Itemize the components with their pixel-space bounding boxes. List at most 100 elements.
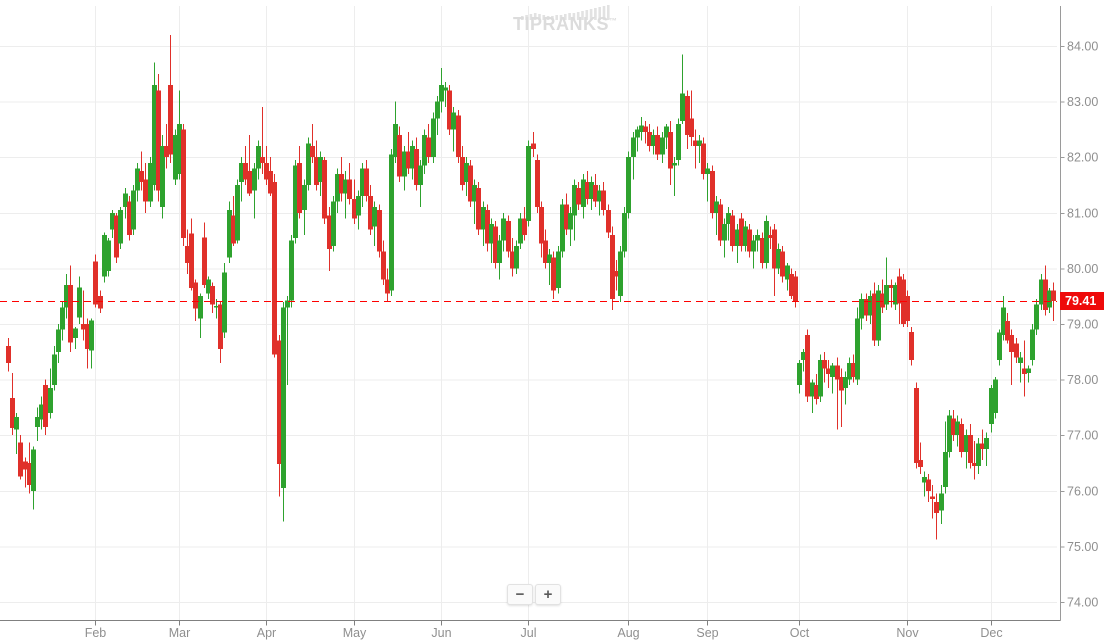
candle[interactable] bbox=[697, 134, 702, 163]
candle[interactable] bbox=[918, 442, 923, 475]
candle[interactable] bbox=[1001, 296, 1006, 341]
candle[interactable] bbox=[522, 207, 527, 241]
candle[interactable] bbox=[556, 246, 561, 294]
candle[interactable] bbox=[243, 146, 248, 185]
candle[interactable] bbox=[239, 157, 244, 202]
candle[interactable] bbox=[635, 126, 640, 152]
candle[interactable] bbox=[210, 282, 215, 313]
candle[interactable] bbox=[297, 146, 302, 219]
candle[interactable] bbox=[797, 360, 802, 394]
candle[interactable] bbox=[231, 196, 236, 247]
zoom-out-button[interactable]: − bbox=[507, 584, 533, 605]
candle[interactable] bbox=[506, 215, 511, 258]
candle[interactable] bbox=[106, 237, 111, 277]
candle[interactable] bbox=[747, 223, 752, 258]
candle[interactable] bbox=[710, 165, 715, 219]
candle[interactable] bbox=[964, 429, 969, 469]
candle[interactable] bbox=[164, 123, 169, 169]
candle[interactable] bbox=[984, 432, 989, 466]
candle[interactable] bbox=[447, 84, 452, 135]
candle[interactable] bbox=[560, 198, 565, 258]
candle[interactable] bbox=[1051, 282, 1056, 322]
candle[interactable] bbox=[372, 201, 377, 247]
candle[interactable] bbox=[968, 424, 973, 469]
candle[interactable] bbox=[260, 107, 265, 174]
candle[interactable] bbox=[839, 368, 844, 427]
candle[interactable] bbox=[905, 290, 910, 327]
candle[interactable] bbox=[826, 360, 831, 388]
candle[interactable] bbox=[705, 162, 710, 202]
candle[interactable] bbox=[285, 296, 290, 386]
candle[interactable] bbox=[655, 126, 660, 160]
candle[interactable] bbox=[322, 157, 327, 224]
candle[interactable] bbox=[785, 262, 790, 291]
candle[interactable] bbox=[289, 235, 294, 308]
candle[interactable] bbox=[585, 171, 590, 205]
candle[interactable] bbox=[497, 235, 502, 280]
candle[interactable] bbox=[914, 382, 919, 469]
candle[interactable] bbox=[93, 254, 98, 308]
candle[interactable] bbox=[202, 222, 207, 288]
candle[interactable] bbox=[314, 140, 319, 191]
candle[interactable] bbox=[52, 346, 57, 391]
candle[interactable] bbox=[810, 379, 815, 413]
candle[interactable] bbox=[368, 185, 373, 236]
candle[interactable] bbox=[402, 146, 407, 191]
candle[interactable] bbox=[222, 262, 227, 338]
candle[interactable] bbox=[306, 137, 311, 191]
candle[interactable] bbox=[335, 168, 340, 213]
candle[interactable] bbox=[510, 237, 515, 277]
candle[interactable] bbox=[256, 140, 261, 180]
candle[interactable] bbox=[743, 221, 748, 252]
candle[interactable] bbox=[880, 279, 885, 313]
candle[interactable] bbox=[131, 185, 136, 236]
candle[interactable] bbox=[897, 268, 902, 324]
candle[interactable] bbox=[426, 123, 431, 163]
candle[interactable] bbox=[934, 493, 939, 540]
candle[interactable] bbox=[997, 329, 1002, 366]
candle[interactable] bbox=[531, 132, 536, 158]
candle[interactable] bbox=[980, 429, 985, 461]
candle[interactable] bbox=[393, 101, 398, 163]
candle[interactable] bbox=[626, 151, 631, 219]
candle[interactable] bbox=[60, 301, 65, 341]
candle[interactable] bbox=[468, 159, 473, 208]
candle[interactable] bbox=[814, 374, 819, 405]
candle[interactable] bbox=[414, 137, 419, 191]
candle[interactable] bbox=[264, 146, 269, 185]
candle[interactable] bbox=[476, 182, 481, 236]
candle[interactable] bbox=[406, 132, 411, 174]
candle[interactable] bbox=[547, 248, 552, 286]
candle[interactable] bbox=[951, 410, 956, 441]
candle[interactable] bbox=[1039, 273, 1044, 311]
candle[interactable] bbox=[435, 96, 440, 135]
candle[interactable] bbox=[281, 301, 286, 522]
candle[interactable] bbox=[352, 179, 357, 224]
candle[interactable] bbox=[377, 204, 382, 258]
candle[interactable] bbox=[102, 232, 107, 283]
candle[interactable] bbox=[189, 218, 194, 291]
candle[interactable] bbox=[48, 368, 53, 419]
candle[interactable] bbox=[1026, 365, 1031, 383]
candle[interactable] bbox=[68, 265, 73, 352]
candle[interactable] bbox=[685, 90, 690, 149]
candle[interactable] bbox=[56, 324, 61, 363]
candle[interactable] bbox=[1030, 324, 1035, 366]
candle[interactable] bbox=[464, 157, 469, 197]
candle[interactable] bbox=[302, 179, 307, 236]
candle[interactable] bbox=[6, 337, 11, 372]
candle[interactable] bbox=[718, 198, 723, 247]
candle[interactable] bbox=[855, 307, 860, 386]
candle[interactable] bbox=[198, 293, 203, 338]
candle[interactable] bbox=[10, 372, 15, 436]
candle[interactable] bbox=[14, 412, 19, 455]
candle[interactable] bbox=[801, 349, 806, 372]
candle[interactable] bbox=[501, 212, 506, 252]
candle[interactable] bbox=[31, 446, 36, 510]
candle[interactable] bbox=[85, 318, 90, 369]
candle[interactable] bbox=[389, 148, 394, 297]
candle[interactable] bbox=[439, 68, 444, 113]
candle[interactable] bbox=[943, 421, 948, 494]
candle[interactable] bbox=[955, 415, 960, 447]
